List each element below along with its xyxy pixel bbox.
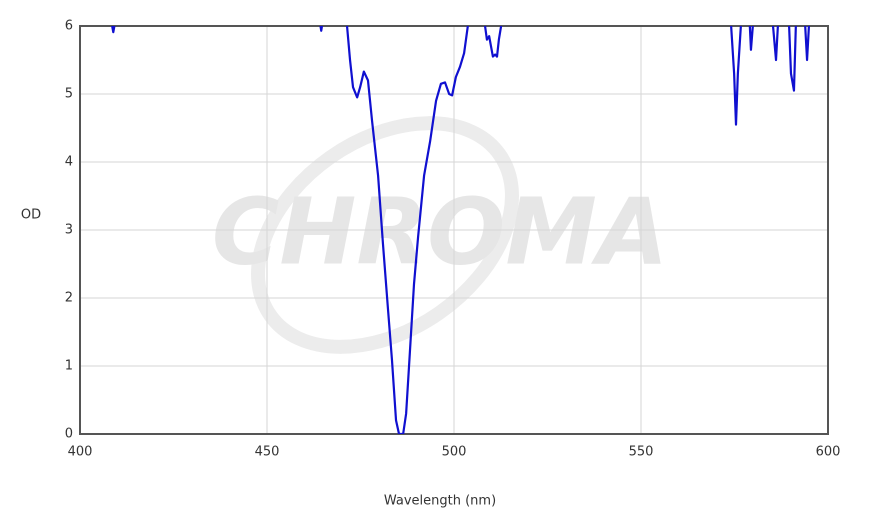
y-tick-label: 2	[65, 291, 73, 306]
plot-frame	[79, 25, 829, 435]
y-tick-label: 3	[65, 223, 73, 238]
data-line	[111, 26, 811, 434]
y-tick-label: 4	[65, 155, 73, 170]
x-tick-label: 500	[442, 445, 467, 460]
x-axis-label: Wavelength (nm)	[384, 494, 496, 509]
watermark: CHROMA	[212, 116, 668, 354]
x-tick-label: 400	[68, 445, 93, 460]
y-tick-label: 0	[65, 427, 73, 442]
y-tick-label: 1	[65, 359, 73, 374]
watermark-ring	[251, 116, 519, 354]
x-tick-label: 600	[816, 445, 841, 460]
x-tick-label: 550	[629, 445, 654, 460]
watermark-text: CHROMA	[212, 178, 668, 285]
y-tick-label: 5	[65, 87, 73, 102]
y-tick-label: 6	[65, 19, 73, 34]
y-axis-label: OD	[21, 208, 41, 223]
x-tick-label: 450	[255, 445, 280, 460]
